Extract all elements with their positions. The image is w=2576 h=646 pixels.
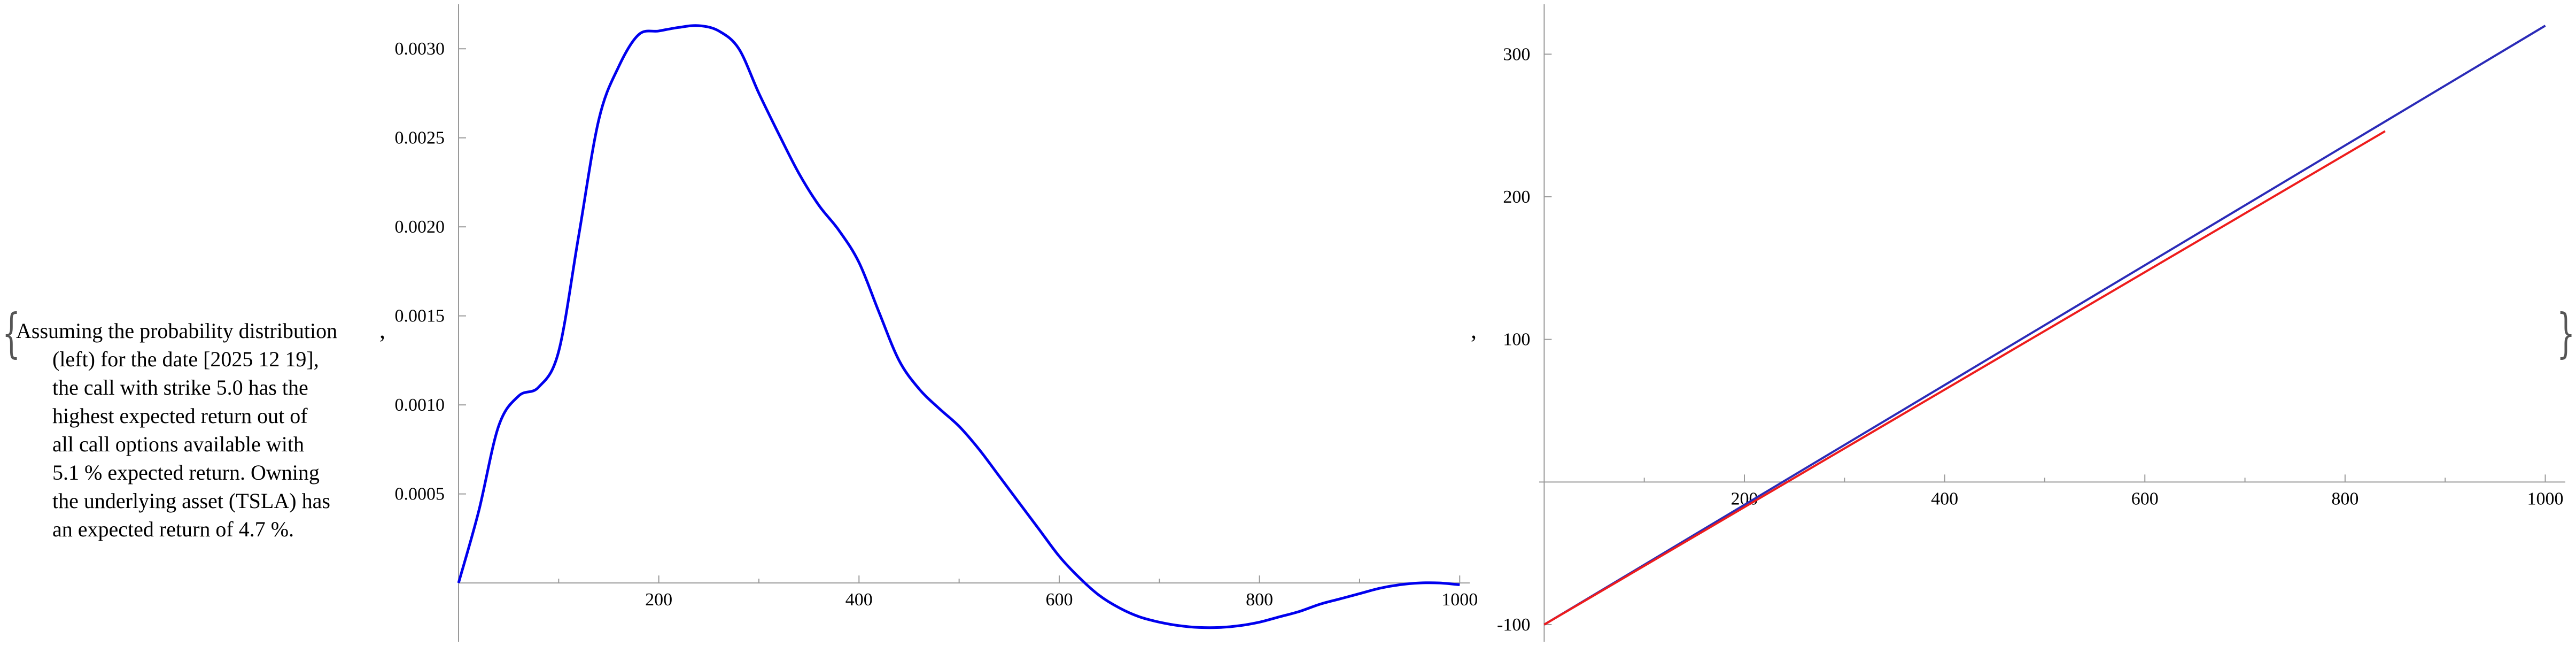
- series-line: [1543, 25, 2546, 626]
- x-tick-label: 200: [645, 590, 672, 610]
- message-line: the underlying asset (TSLA) has: [52, 489, 330, 513]
- x-tick-label: 800: [2331, 489, 2358, 509]
- x-tick-label: 1000: [1441, 590, 1478, 610]
- message-line: Assuming the probability distribution: [16, 319, 338, 343]
- series-line: [457, 24, 1460, 629]
- y-tick-label: 0.0030: [395, 39, 445, 59]
- x-tick-label: 600: [1045, 590, 1073, 610]
- y-tick-label: 300: [1503, 44, 1530, 64]
- message-line: an expected return of 4.7 %.: [52, 517, 294, 541]
- chart-1: 200 400 600 800 1000 0.0005 0.0010 0.0015 0.0020…: [395, 4, 1478, 642]
- expected-return-message: Assuming the probability distribution (l…: [16, 317, 379, 543]
- x-tick-label: 400: [1931, 489, 1958, 509]
- message-line: 5.1 % expected return. Owning: [52, 460, 320, 484]
- y-tick-label: 0.0015: [395, 306, 445, 326]
- message-line: the call with strike 5.0 has the: [52, 375, 308, 399]
- y-tick-label: 0.0005: [395, 484, 445, 504]
- y-tick-label: 0.0025: [395, 128, 445, 148]
- y-tick-label: -100: [1497, 615, 1530, 635]
- y-tick-label: 200: [1503, 187, 1530, 207]
- x-tick-label: 800: [1246, 590, 1273, 610]
- message-line: (left) for the date [2025 12 19],: [52, 347, 319, 371]
- list-separator: ,: [1471, 317, 1477, 343]
- close-brace: }: [2557, 303, 2575, 364]
- message-line: all call options available with: [52, 432, 304, 456]
- open-brace: {: [2, 303, 21, 364]
- x-tick-label: 400: [845, 590, 873, 610]
- message-line: highest expected return out of: [52, 404, 308, 428]
- x-tick-label: 600: [2131, 489, 2159, 509]
- x-tick-label: 1000: [2527, 489, 2564, 509]
- list-separator: ,: [379, 317, 385, 343]
- y-tick-label: 100: [1503, 330, 1530, 350]
- series-line: [1543, 130, 2386, 626]
- y-tick-label: 0.0010: [395, 395, 445, 415]
- y-tick-label: 0.0020: [395, 217, 445, 237]
